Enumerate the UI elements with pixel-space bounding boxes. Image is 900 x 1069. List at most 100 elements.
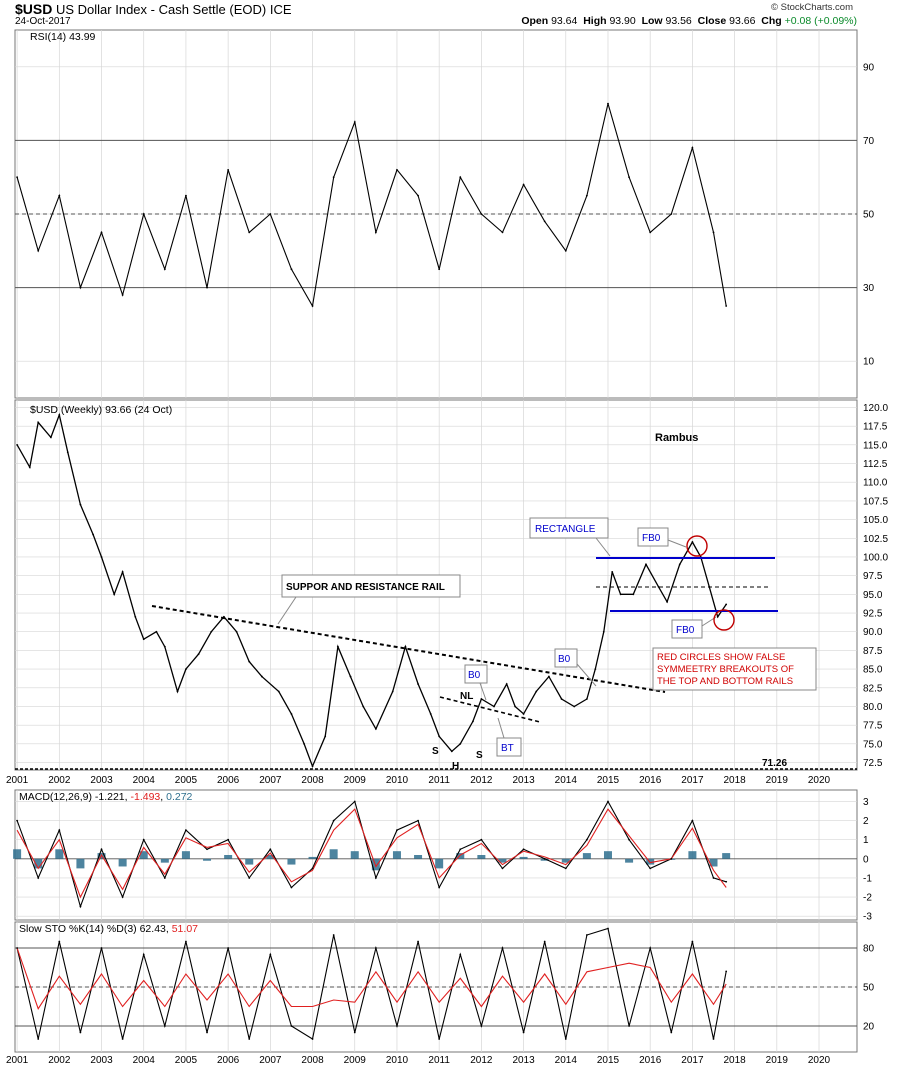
stoch-title-prefix: Slow STO %K(14) %D(3) [19, 923, 140, 935]
price-point-5 [66, 451, 69, 454]
x-tick-2014-upper: 2014 [555, 775, 578, 786]
price-point-51 [602, 630, 605, 633]
macd-point-33 [712, 877, 715, 879]
price-point-43 [514, 705, 517, 708]
open-label: Open [521, 15, 549, 27]
stoch-point-22 [480, 1025, 483, 1027]
macd-y-tick--2: -2 [863, 893, 872, 904]
price-point-12 [142, 638, 145, 641]
macd-y-tick-3: 3 [863, 797, 869, 808]
macd-hist-bar-20 [435, 858, 444, 869]
rsi-point-32 [691, 146, 694, 149]
grid-lines [15, 30, 857, 1052]
red-note-line-2: SYMMEETRY BREAKOUTS OF [657, 664, 794, 675]
price-point-4 [58, 414, 61, 416]
price-y-tick-80: 80.0 [863, 702, 883, 713]
chart-date: 24-Oct-2017 [15, 16, 71, 27]
price-point-15 [176, 690, 179, 693]
macd-point-0 [16, 819, 19, 822]
macd-point-29 [628, 838, 630, 841]
stoch-point-1 [37, 1038, 40, 1040]
macd-hist-bar-8 [181, 851, 190, 859]
s-left-label: S [432, 746, 439, 757]
rsi-point-31 [670, 213, 673, 215]
macd-point-31 [670, 857, 673, 860]
price-point-9 [113, 593, 116, 596]
macd-hist-bar-2 [55, 849, 64, 859]
chart-header: $USD US Dollar Index - Cash Settle (EOD)… [15, 0, 857, 30]
y-tick-labels: 103050709072.575.077.580.082.585.087.590… [863, 62, 888, 1032]
stoch-point-14 [311, 1038, 314, 1040]
stoch-y-tick-80: 80 [863, 944, 875, 955]
rsi-point-21 [459, 176, 462, 179]
stoch-d-line [16, 947, 727, 1010]
macd-hist-bar-29 [625, 858, 634, 863]
bo-right-callout: B0 [554, 648, 597, 687]
price-point-8 [100, 556, 103, 558]
chg-label: Chg [761, 15, 782, 27]
price-point-46 [547, 675, 550, 678]
macd-hist-bar-25 [540, 858, 549, 861]
price-point-27 [324, 735, 327, 738]
rsi-y-tick-30: 30 [863, 283, 875, 294]
stoch-y-tick-20: 20 [863, 1022, 875, 1033]
macd-hist-bar-19 [414, 855, 423, 859]
price-y-tick-102.5: 102.5 [863, 534, 888, 545]
rsi-point-19 [417, 194, 419, 197]
watermark: © StockCharts.com [771, 2, 853, 13]
price-point-54 [632, 593, 635, 596]
rambus-label: Rambus [655, 432, 698, 444]
red-circle-bottom [713, 609, 735, 631]
stoch-k-value: 62.43 [140, 923, 166, 935]
x-tick-2009-upper: 2009 [344, 775, 367, 786]
price-point-55 [645, 563, 647, 566]
rectangle-callout: RECTANGLE [529, 517, 611, 557]
price-point-30 [362, 705, 365, 708]
stoch-point-12 [269, 953, 272, 956]
red-note-line-1: RED CIRCLES SHOW FALSE [657, 652, 785, 663]
rsi-point-27 [585, 194, 588, 197]
price-y-tick-105: 105.0 [863, 515, 888, 526]
macd-point-32 [691, 819, 694, 822]
price-point-17 [197, 653, 200, 656]
price-point-34 [417, 683, 419, 685]
rsi-point-15 [332, 176, 335, 179]
macd-point-8 [185, 829, 187, 832]
support-resistance-rail [151, 605, 666, 693]
price-point-32 [391, 690, 394, 693]
fbo-top-callout-box [637, 527, 669, 547]
macd-point-23 [501, 867, 504, 870]
x-tick-2010-upper: 2010 [386, 775, 409, 786]
macd-point-30 [649, 867, 652, 870]
rsi-point-14 [311, 305, 314, 307]
macd-hist-bar-34 [722, 853, 731, 859]
price-point-20 [235, 630, 238, 633]
rsi-point-12 [269, 213, 272, 215]
x-tick-2014-lower: 2014 [555, 1055, 578, 1066]
price-point-64 [725, 603, 728, 606]
macd-hist-bar-28 [603, 851, 612, 859]
rsi-point-30 [649, 231, 652, 234]
bo-right-callout-box [554, 648, 578, 668]
price-point-36 [438, 735, 441, 738]
fbo-top-callout-arrow [667, 539, 687, 548]
rsi-point-23 [501, 231, 504, 234]
macd-hist-bar-11 [245, 858, 254, 865]
macd-hist-bar-5 [118, 858, 127, 867]
macd-hist-bar-15 [329, 849, 338, 859]
nl-label: NL [460, 691, 473, 702]
price-point-23 [277, 690, 280, 693]
price-y-tick-95: 95.0 [863, 590, 883, 601]
rectangle-text: RECTANGLE [535, 524, 596, 535]
macd-point-1 [37, 877, 40, 879]
x-tick-2006-upper: 2006 [217, 775, 240, 786]
close-label: Close [697, 15, 727, 27]
x-tick-2004-upper: 2004 [133, 775, 156, 786]
rsi-point-0 [16, 176, 19, 179]
price-point-28 [336, 645, 339, 648]
rsi-point-1 [37, 249, 40, 252]
x-tick-2013-upper: 2013 [512, 775, 535, 786]
stoch-point-30 [649, 947, 652, 949]
macd-hist-bar-6 [139, 851, 148, 859]
